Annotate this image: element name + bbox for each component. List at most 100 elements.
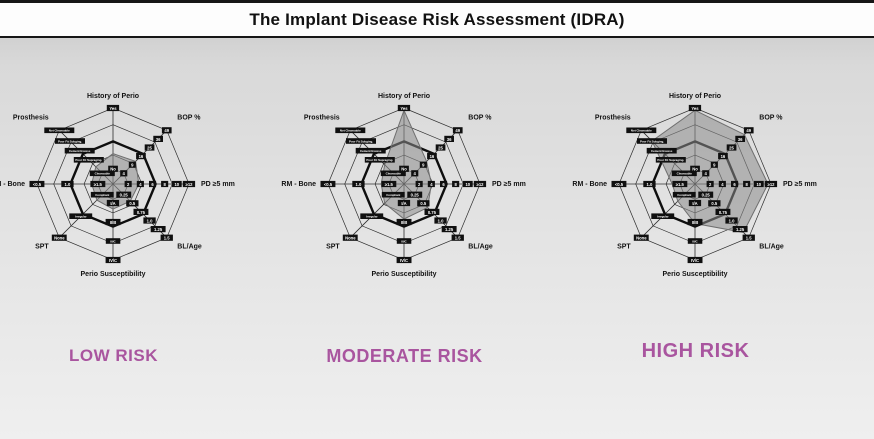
- axis-label: SPT: [35, 243, 49, 250]
- tick-box: [346, 138, 376, 144]
- tick-label: 0.25: [120, 193, 129, 198]
- tick-label: 1.0: [64, 182, 70, 187]
- tick-label: 25: [147, 145, 152, 150]
- tick-label: ≥1.5: [94, 182, 103, 187]
- tick-label: 10: [465, 182, 470, 187]
- tick-label: Yes: [691, 106, 699, 111]
- page-title: The Implant Disease Risk Assessment (IDR…: [249, 9, 625, 29]
- tick-box: [161, 180, 169, 188]
- tick-label: II/B: [110, 220, 117, 225]
- tick-label: 4: [721, 182, 724, 187]
- tick-box: [743, 127, 754, 134]
- tick-label: IV/C: [109, 258, 117, 263]
- tick-label: 0.75: [428, 210, 437, 215]
- tick-box: [106, 199, 120, 207]
- tick-box: [440, 180, 448, 188]
- tick-box: [687, 218, 703, 226]
- tick-label: 2: [709, 182, 712, 187]
- tick-box: [320, 180, 336, 188]
- tick-label: <0.5: [615, 182, 624, 187]
- tick-box: [61, 180, 74, 188]
- tick-box: [718, 153, 728, 160]
- tick-label: Cleansable: [95, 172, 111, 176]
- tick-box: [672, 180, 688, 188]
- axis-label: SPT: [617, 243, 631, 250]
- tick-box: [672, 191, 696, 198]
- tick-box: [687, 238, 703, 244]
- tick-label: No: [692, 167, 698, 172]
- risk-label-high: HIGH RISK: [641, 340, 750, 362]
- tick-box: [64, 147, 95, 154]
- tick-label: 9: [422, 163, 425, 168]
- tick-label: 6: [733, 182, 736, 187]
- tick-box: [364, 157, 395, 163]
- tick-box: [637, 138, 667, 144]
- tick-box: [44, 127, 75, 134]
- tick-label: Cement Excess: [69, 149, 91, 153]
- tick-box: [726, 144, 737, 151]
- tick-box: [335, 127, 366, 134]
- tick-box: [732, 226, 748, 233]
- tick-box: [473, 180, 487, 188]
- axis-label: Prosthesis: [13, 115, 49, 122]
- tick-box: [427, 153, 437, 160]
- tick-label: ≥12: [186, 182, 194, 187]
- tick-label: Yes: [400, 106, 408, 111]
- tick-box: [643, 180, 656, 188]
- tick-box: [90, 191, 114, 198]
- tick-label: 0.5: [129, 201, 135, 206]
- tick-label: 16: [430, 154, 435, 159]
- tick-label: 1.25: [154, 227, 163, 232]
- low-risk-boundary: [360, 140, 448, 228]
- tick-box: [153, 135, 163, 142]
- axis-label: Prosthesis: [304, 115, 340, 122]
- chart-block-low: No Yes 4 9 16 25 36 49 2 4 6 8 10 ≥12 0.25 0.5 0.75 1.0 1.…: [0, 72, 259, 367]
- tick-box: [434, 217, 447, 224]
- tick-box: [731, 180, 739, 188]
- tick-box: [764, 180, 778, 188]
- title-bar: The Implant Disease Risk Assessment (IDR…: [0, 0, 874, 38]
- chart-block-high: No Yes 4 9 16 25 36 49 2 4 6 8 10 ≥12 0.25 0.5 0.75 1.0 1.…: [550, 72, 841, 367]
- tick-box: [687, 256, 703, 264]
- tick-box: [671, 170, 697, 177]
- tick-label: No: [401, 167, 407, 172]
- tick-box: [126, 200, 139, 207]
- tick-box: [160, 234, 173, 241]
- tick-box: [149, 180, 157, 188]
- tick-label: Not Cleansable: [340, 129, 361, 133]
- axis-label: BL/Age: [468, 243, 493, 250]
- tick-label: 6: [151, 182, 154, 187]
- tick-label: 36: [738, 137, 743, 142]
- tick-label: Irregular: [75, 215, 88, 219]
- tick-label: 4: [414, 171, 417, 176]
- tick-box: [690, 165, 700, 172]
- tick-box: [89, 170, 115, 177]
- axis-label: RM - Bone: [0, 181, 25, 188]
- tick-label: II/B: [692, 220, 699, 225]
- tick-label: Compliant: [95, 193, 109, 197]
- tick-box: [144, 144, 155, 151]
- tick-label: Not Cleansable: [631, 129, 652, 133]
- axis-label: SPT: [326, 243, 340, 250]
- tick-label: 9: [713, 163, 716, 168]
- tick-label: Poor Fit Subging.: [349, 139, 373, 143]
- tick-box: [452, 127, 463, 134]
- tick-label: 2: [127, 182, 130, 187]
- tick-box: [702, 170, 710, 177]
- tick-box: [411, 170, 419, 177]
- tick-label: 4: [139, 182, 142, 187]
- tick-box: [352, 180, 365, 188]
- tick-label: IV/C: [691, 258, 699, 263]
- tick-label: 1.0: [147, 218, 153, 223]
- tick-box: [380, 170, 406, 177]
- tick-box: [451, 234, 464, 241]
- tick-label: 16: [721, 154, 726, 159]
- tick-label: 8: [746, 182, 749, 187]
- tick-label: 49: [455, 128, 460, 133]
- radar-chart-high: No Yes 4 9 16 25 36 49 2 4 6 8 10 ≥12 0.25 0.5 0.75 1.0 1.…: [550, 72, 841, 302]
- tick-box: [754, 180, 764, 188]
- tick-box: [105, 218, 121, 226]
- tick-label: <0.5: [33, 182, 42, 187]
- tick-label: Poor Fit Supraging.: [75, 158, 102, 162]
